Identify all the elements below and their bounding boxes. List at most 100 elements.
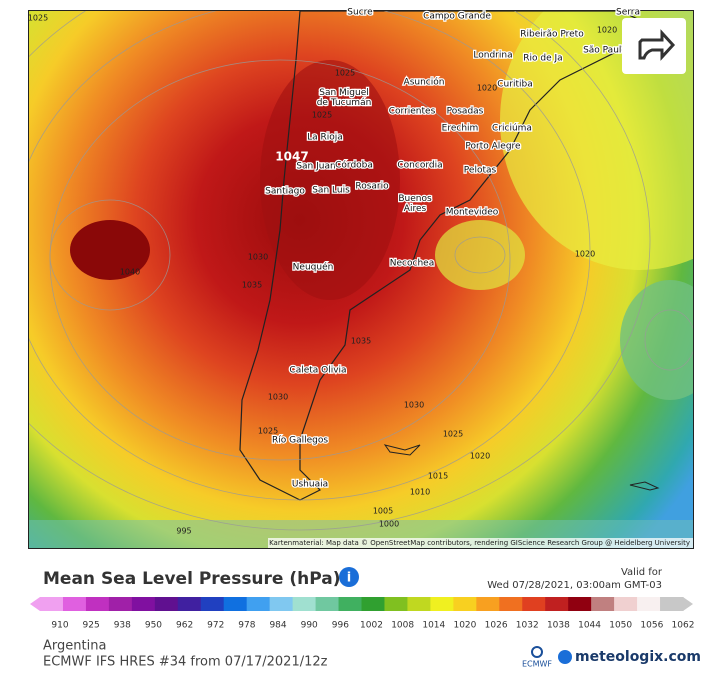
isobar-label: 1020	[470, 452, 490, 461]
isobar-label: 1020	[477, 84, 497, 93]
colorbar-label: 910	[51, 621, 68, 631]
isobar-label: 1000	[379, 520, 399, 529]
city-label: San Miguel de Tucumán	[317, 88, 372, 108]
isobar-label: 1030	[248, 253, 268, 262]
info-icon[interactable]	[339, 567, 359, 587]
attribution: Kartenmaterial: Map data © OpenStreetMap…	[269, 539, 690, 547]
isobar-label: 1035	[351, 337, 371, 346]
colorbar-segment	[545, 597, 569, 611]
isobar-label: 1025	[312, 111, 332, 120]
colorbar-label: 1008	[391, 621, 414, 631]
colorbar-segment	[223, 597, 248, 611]
city-label: Rio de Ja	[523, 54, 562, 64]
model: ECMWF IFS HRES #34 from 07/17/2021/12z	[43, 655, 328, 670]
colorbar-segment	[499, 597, 523, 611]
colorbar-segment	[246, 597, 271, 611]
colorbar-segment	[591, 597, 615, 611]
city-label: Posadas	[447, 107, 484, 117]
valid-time: Wed 07/28/2021, 03:00am GMT-03	[487, 580, 662, 591]
colorbar-segment	[453, 597, 477, 611]
city-label: Necochea	[390, 259, 434, 269]
colorbar-segment	[522, 597, 546, 611]
colorbar-label: 938	[114, 621, 131, 631]
city-label: Caleta Olivia	[289, 366, 346, 376]
isobar-label: 1010	[410, 488, 430, 497]
isobar-label: 1030	[404, 401, 424, 410]
city-label: Sucre	[347, 8, 373, 18]
city-label: Londrina	[473, 51, 512, 61]
ecmwf: ECMWF	[522, 660, 552, 669]
isobar-label: 1020	[597, 26, 617, 35]
ecmwf-logo	[531, 646, 543, 658]
city-label: Río Gallegos	[272, 436, 328, 446]
colorbar-segment	[108, 597, 133, 611]
colorbar-segment	[614, 597, 638, 611]
city-label: Ushuaia	[292, 480, 328, 490]
colorbar-segment	[200, 597, 225, 611]
region: Argentina	[43, 639, 106, 654]
city-label: Neuquén	[293, 262, 334, 273]
colorbar-label: 1020	[453, 621, 476, 631]
isobar-label: 1025	[28, 14, 48, 23]
city-label: Serra	[616, 8, 640, 18]
isobar-label: 1005	[373, 507, 393, 516]
city-label: Córdoba	[335, 160, 373, 171]
colorbar-label: 1056	[640, 621, 663, 631]
city-label: La Rioja	[307, 133, 343, 143]
isobar-label: 1040	[120, 268, 140, 277]
colorbar-segment	[177, 597, 202, 611]
colorbar-label: 1002	[360, 621, 383, 631]
brand: meteologix.com	[575, 649, 701, 665]
city-label: São Paulo	[583, 46, 627, 56]
colorbar-label: 1044	[578, 621, 601, 631]
colorbar-label: 972	[207, 621, 224, 631]
isobar-label: 1025	[443, 430, 463, 439]
colorbar-segment	[315, 597, 340, 611]
colorbar-label: 1038	[547, 621, 570, 631]
share-button[interactable]	[622, 18, 686, 74]
city-label: Campo Grande	[423, 12, 491, 22]
colorbar-segment	[361, 597, 385, 611]
colorbar-label: 996	[332, 621, 349, 631]
colorbar-label: 984	[269, 621, 286, 631]
colorbar-segment	[40, 597, 64, 611]
colorbar-segment	[292, 597, 317, 611]
isobar-label: 1025	[335, 69, 355, 78]
info-i: i	[347, 571, 351, 586]
colorbar-segment	[62, 597, 87, 611]
city-label: Criciúma	[492, 124, 532, 134]
colorbar-label: 1026	[485, 621, 508, 631]
colorbar-label: 1062	[672, 621, 695, 631]
isobar-label: 1047	[275, 150, 308, 164]
colorbar-label: 950	[145, 621, 162, 631]
isobar-label: 1015	[428, 472, 448, 481]
colorbar-segment	[660, 597, 684, 611]
colorbar-label: 925	[83, 621, 100, 631]
isobar-label: 1025	[258, 427, 278, 436]
colorbar-segment	[384, 597, 408, 611]
colorbar-label: 990	[301, 621, 318, 631]
colorbar-segment	[407, 597, 431, 611]
share-icon	[638, 29, 676, 61]
city-label: San Luis	[312, 186, 350, 196]
colorbar-segment	[154, 597, 179, 611]
city-label: Pelotas	[464, 166, 497, 176]
city-label: Asunción	[404, 77, 445, 88]
isobar-label: 1035	[242, 281, 262, 290]
colorbar-label: 1050	[609, 621, 632, 631]
valid-label: Valid for	[621, 567, 663, 578]
city-label: Buenos Aires	[398, 194, 432, 214]
brand-logo	[558, 650, 572, 664]
city-label: Curitiba	[497, 80, 532, 90]
colorbar-arrow-left	[30, 597, 40, 611]
colorbar-segment	[430, 597, 454, 611]
city-label: Rosario	[355, 182, 389, 192]
colorbar-label: 1032	[516, 621, 539, 631]
colorbar-segment	[85, 597, 110, 611]
city-label: Santiago	[265, 187, 305, 197]
map-frame	[28, 10, 694, 549]
city-label: Ribeirão Preto	[520, 30, 584, 40]
city-label: Montevideo	[446, 208, 499, 218]
colorbar-segment	[269, 597, 294, 611]
